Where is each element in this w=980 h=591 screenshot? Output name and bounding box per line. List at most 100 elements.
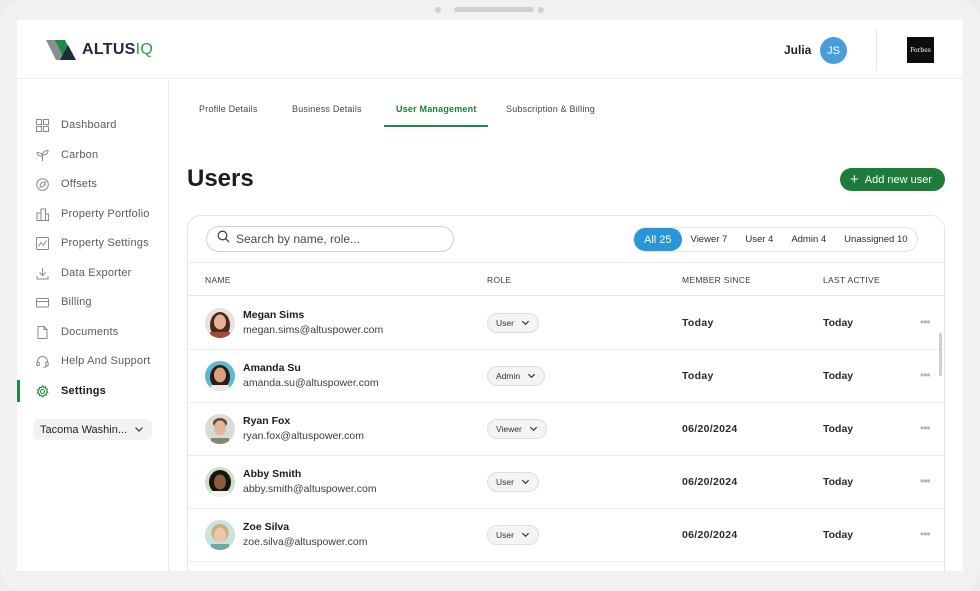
search-icon — [217, 230, 230, 248]
user-avatar-photo — [205, 308, 235, 338]
sidebar-item-carbon[interactable]: Carbon — [17, 144, 169, 166]
role-dropdown[interactable]: Admin — [487, 366, 546, 386]
role-dropdown[interactable]: User — [487, 472, 539, 492]
altus-logo[interactable]: ALTUSIQ — [46, 40, 153, 60]
role-dropdown[interactable]: Viewer — [487, 419, 547, 439]
logo-text: ALTUSIQ — [82, 41, 154, 58]
role-value: User — [496, 318, 514, 328]
user-name: Zoe Silva — [243, 521, 290, 533]
card-icon — [35, 295, 49, 309]
table-row[interactable]: Amanda Su amanda.su@altuspower.com Admin… — [188, 350, 944, 403]
user-email: ryan.fox@altuspower.com — [243, 430, 364, 442]
user-email: amanda.su@altuspower.com — [243, 377, 379, 389]
column-header-name[interactable]: NAME — [205, 275, 231, 285]
grid-icon — [35, 118, 49, 132]
more-options-icon[interactable]: ••• — [920, 368, 931, 382]
member-since: Today — [682, 317, 714, 329]
filter-viewer[interactable]: Viewer 7 — [690, 234, 728, 245]
sidebar-item-label: Property Settings — [61, 237, 149, 249]
sidebar-item-billing[interactable]: Billing — [17, 291, 169, 313]
sidebar-item-documents[interactable]: Documents — [17, 321, 169, 343]
user-name: Julia — [784, 43, 812, 57]
sidebar-item-property-settings[interactable]: Property Settings — [17, 232, 169, 254]
chart-icon — [35, 236, 49, 250]
filter-user[interactable]: User 4 — [745, 234, 774, 245]
filter-admin[interactable]: Admin 4 — [791, 234, 827, 245]
column-header-last-active[interactable]: LAST ACTIVE — [823, 275, 880, 285]
member-since: 06/20/2024 — [682, 529, 738, 541]
member-since: Today — [682, 370, 714, 382]
page-title: Users — [187, 165, 254, 192]
table-row[interactable]: Zoe Silva zoe.silva@altuspower.com User … — [188, 509, 944, 562]
role-value: User — [496, 477, 514, 487]
more-options-icon[interactable]: ••• — [920, 421, 931, 435]
sidebar-item-offsets[interactable]: Offsets — [17, 173, 169, 195]
document-icon — [35, 325, 49, 339]
table-header: NAME ROLE MEMBER SINCE LAST ACTIVE — [188, 262, 944, 296]
search-box[interactable] — [206, 226, 454, 252]
camera-dot — [538, 7, 544, 13]
tab-user-management[interactable]: User Management — [396, 104, 477, 114]
search-input[interactable] — [236, 232, 436, 246]
user-email: megan.sims@altuspower.com — [243, 324, 384, 336]
more-options-icon[interactable]: ••• — [920, 315, 931, 329]
role-dropdown[interactable]: User — [487, 313, 539, 333]
user-avatar-photo — [205, 520, 235, 550]
leaf-icon — [35, 148, 49, 162]
role-value: Admin — [496, 371, 521, 381]
top-bar: ALTUSIQ Julia JS Forbes — [17, 20, 963, 79]
filter-unassigned[interactable]: Unassigned 10 — [844, 234, 908, 245]
filter-all[interactable]: All 25 — [634, 228, 682, 251]
logo-mark-icon — [46, 40, 76, 60]
tab-subscription-billing[interactable]: Subscription & Billing — [506, 104, 595, 114]
member-since: 06/20/2024 — [682, 476, 738, 488]
tab-profile-details[interactable]: Profile Details — [199, 104, 258, 114]
sidebar: Dashboard Carbon Offsets Property Portfo… — [17, 80, 169, 571]
member-since: 06/20/2024 — [682, 423, 738, 435]
sidebar-item-label: Dashboard — [61, 119, 117, 131]
sidebar-item-label: Help And Support — [61, 355, 151, 367]
table-row[interactable]: Ryan Fox ryan.fox@altuspower.com Viewer … — [188, 403, 944, 456]
sidebar-item-property-portfolio[interactable]: Property Portfolio — [17, 203, 169, 225]
sidebar-item-label: Property Portfolio — [61, 208, 150, 220]
add-new-user-button[interactable]: + Add new user — [840, 168, 945, 191]
last-active: Today — [823, 423, 854, 435]
scrollbar-thumb[interactable] — [939, 333, 942, 376]
building-icon — [35, 207, 49, 221]
gear-icon — [35, 384, 49, 398]
more-options-icon[interactable]: ••• — [920, 527, 931, 541]
plus-icon: + — [850, 171, 859, 188]
user-avatar-photo — [205, 361, 235, 391]
user-name: Megan Sims — [243, 309, 305, 321]
role-dropdown[interactable]: User — [487, 525, 539, 545]
user-avatar-photo — [205, 467, 235, 497]
sidebar-item-dashboard[interactable]: Dashboard — [17, 114, 169, 136]
chevron-down-icon — [529, 424, 538, 435]
tab-business-details[interactable]: Business Details — [292, 104, 362, 114]
column-header-member-since[interactable]: MEMBER SINCE — [682, 275, 752, 285]
sidebar-item-label: Documents — [61, 326, 119, 338]
sidebar-item-settings[interactable]: Settings — [17, 380, 169, 402]
column-header-role[interactable]: ROLE — [487, 275, 512, 285]
user-avatar[interactable]: JS — [820, 37, 847, 64]
download-icon — [35, 266, 49, 280]
table-row[interactable]: Abby Smith abby.smith@altuspower.com Use… — [188, 456, 944, 509]
more-options-icon[interactable]: ••• — [920, 474, 931, 488]
sidebar-item-label: Billing — [61, 296, 92, 308]
user-email: abby.smith@altuspower.com — [243, 483, 377, 495]
chevron-down-icon — [521, 477, 530, 488]
user-avatar-photo — [205, 414, 235, 444]
location-select[interactable]: Tacoma Washin... — [33, 419, 152, 440]
chevron-down-icon — [527, 371, 536, 382]
table-row[interactable]: Megan Sims megan.sims@altuspower.com Use… — [188, 297, 944, 350]
sidebar-item-help-and-support[interactable]: Help And Support — [17, 350, 169, 372]
last-active: Today — [823, 317, 854, 329]
camera-dot — [435, 7, 441, 13]
chevron-down-icon — [134, 424, 144, 437]
offset-icon — [35, 177, 49, 191]
user-name: Abby Smith — [243, 468, 302, 480]
headset-icon — [35, 354, 49, 368]
sidebar-item-data-exporter[interactable]: Data Exporter — [17, 262, 169, 284]
forbes-brand-logo: Forbes — [907, 37, 934, 63]
